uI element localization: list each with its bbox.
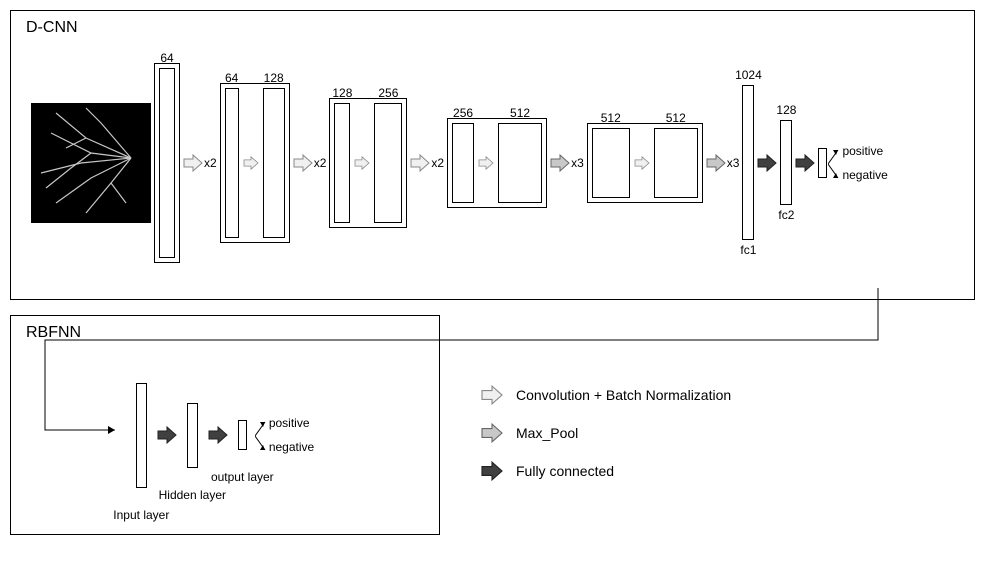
conv-arrow-icon	[183, 154, 203, 172]
conv-block: 512	[498, 123, 542, 203]
pool-arrow-icon	[706, 154, 726, 172]
legend-row: Fully connected	[480, 461, 731, 481]
input-image	[31, 103, 151, 223]
block-label: 512	[666, 111, 686, 125]
conv-block-group: 128 256	[329, 98, 407, 228]
legend-label: Convolution + Batch Normalization	[516, 387, 731, 403]
arrow-group: x3	[706, 154, 740, 172]
conv-arrow-icon	[243, 156, 259, 170]
fc-arrow-icon	[795, 154, 815, 172]
block-label: fc2	[778, 208, 794, 222]
output-label: negative	[842, 168, 887, 182]
conv-block: 128	[263, 88, 285, 238]
conv-arrow-icon	[293, 154, 313, 172]
legend: Convolution + Batch Normalization Max_Po…	[480, 315, 731, 499]
rbfnn-panel: RBFNN Input layer Hidden layer output la…	[10, 315, 440, 535]
arrow-group: x2	[293, 154, 327, 172]
mult-label: x2	[431, 156, 444, 170]
rbfnn-layer-block: Input layer	[136, 383, 147, 488]
conv-block: 256	[374, 103, 402, 223]
mult-label: x3	[571, 156, 584, 170]
block-label: 128	[776, 103, 796, 117]
block-label: 64	[160, 51, 173, 65]
fc-arrow-icon	[208, 426, 228, 444]
conv-arrow-icon	[478, 156, 494, 170]
layer-label: Input layer	[113, 508, 169, 522]
conv-arrow-icon	[410, 154, 430, 172]
dcnn-panel: D-CNN 64 x264 128	[10, 10, 975, 300]
conv-block: 64	[225, 88, 239, 238]
conv-block: 256	[452, 123, 474, 203]
dcnn-flow: 64 x264 128 x2128 256 x2256 512 x3512 51…	[21, 21, 964, 289]
output-labels: positive negative	[830, 144, 887, 182]
rbfnn-layer-block: output layer	[238, 420, 247, 450]
arrow-group: x2	[410, 154, 444, 172]
layer-label: output layer	[211, 470, 274, 484]
fc-arrow-icon	[757, 154, 777, 172]
block-label: 512	[510, 106, 530, 120]
conv-block: 128	[334, 103, 350, 223]
fc-arrow-icon	[157, 426, 177, 444]
pool-arrow-icon	[480, 423, 504, 443]
conv-arrow-icon	[634, 156, 650, 170]
pool-arrow-icon	[550, 154, 570, 172]
output-label: negative	[269, 440, 314, 454]
conv-block-group: 512 512	[587, 123, 703, 203]
legend-label: Fully connected	[516, 463, 614, 479]
block-label: fc1	[740, 243, 756, 257]
output-labels: positive negative	[257, 416, 314, 454]
legend-label: Max_Pool	[516, 425, 578, 441]
fc-arrow-icon	[480, 461, 504, 481]
block-label: 128	[264, 71, 284, 85]
conv-block-group: 64	[154, 63, 180, 263]
conv-block: 64	[159, 68, 175, 258]
conv-block: 512	[654, 128, 698, 198]
rbfnn-flow: Input layer Hidden layer output layer po…	[21, 326, 429, 524]
arrow-group: x3	[550, 154, 584, 172]
rbfnn-title: RBFNN	[26, 324, 81, 342]
block-label: 512	[601, 111, 621, 125]
block-label: 128	[332, 86, 352, 100]
conv-block: 512	[592, 128, 630, 198]
mult-label: x2	[204, 156, 217, 170]
mult-label: x2	[314, 156, 327, 170]
block-label: 256	[453, 106, 473, 120]
conv-arrow-icon	[354, 156, 370, 170]
block-label: 256	[378, 86, 398, 100]
block-label: 64	[225, 71, 238, 85]
arrow-group: x2	[183, 154, 217, 172]
mult-label: x3	[727, 156, 740, 170]
rbfnn-layer-block: Hidden layer	[187, 403, 198, 468]
layer-label: Hidden layer	[159, 488, 226, 502]
legend-row: Max_Pool	[480, 423, 731, 443]
conv-block-group: 64 128	[220, 83, 290, 243]
block-label: 1024	[735, 68, 762, 82]
legend-row: Convolution + Batch Normalization	[480, 385, 731, 405]
output-label: positive	[269, 416, 314, 430]
conv-arrow-icon	[480, 385, 504, 405]
fc1-block: 1024 fc1	[742, 85, 754, 240]
dcnn-title: D-CNN	[26, 19, 78, 37]
conv-block-group: 256 512	[447, 118, 547, 208]
fc2-block: 128 fc2	[780, 120, 792, 205]
output-block	[818, 148, 827, 178]
output-label: positive	[842, 144, 887, 158]
